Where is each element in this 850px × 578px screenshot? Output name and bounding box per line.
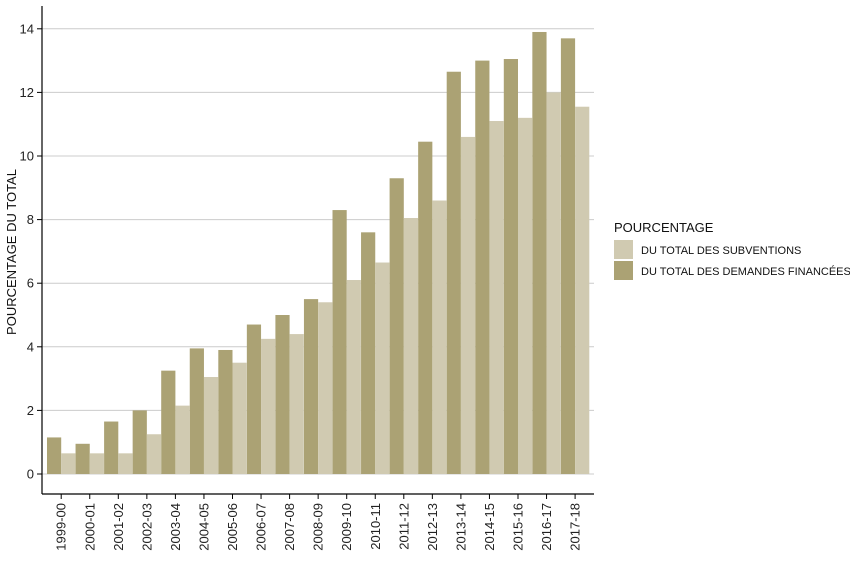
bar-demandes-2017-18 — [560, 38, 576, 475]
bar-demandes-2007-08 — [275, 315, 290, 474]
x-tick-label: 2001-02 — [111, 503, 126, 551]
x-tick-label: 2017-18 — [568, 503, 583, 551]
bar-demandes-2011-12 — [389, 178, 404, 474]
bar-subventions-2012-13 — [432, 200, 447, 474]
y-ticks: 0 2 4 6 8 10 12 14 — [20, 21, 42, 482]
bar-subventions-2007-08 — [289, 334, 304, 474]
bars — [47, 31, 590, 475]
bar-subventions-2016-17 — [546, 92, 561, 475]
x-tick-label: 2005-06 — [225, 503, 240, 551]
legend-swatch-subventions — [614, 240, 633, 259]
legend: POURCENTAGE DU TOTAL DES SUBVENTIONS DU T… — [614, 220, 850, 280]
x-tick-label: 2007-08 — [282, 503, 297, 551]
bar-subventions-1999-00 — [61, 453, 76, 474]
bar-demandes-2004-05 — [189, 348, 204, 474]
y-tick-label: 0 — [27, 467, 34, 482]
y-tick-label: 4 — [27, 339, 34, 354]
x-tick-label: 2006-07 — [254, 503, 269, 551]
x-tick-label: 2002-03 — [139, 503, 154, 551]
bar-demandes-2013-14 — [446, 71, 461, 474]
x-tick-label: 2013-14 — [453, 503, 468, 551]
x-tick-label: 2004-05 — [196, 503, 211, 551]
bar-demandes-2000-01 — [75, 443, 90, 474]
legend-title: POURCENTAGE — [614, 220, 714, 235]
x-tick-label: 2010-11 — [368, 503, 383, 550]
bar-demandes-2003-04 — [161, 370, 176, 474]
y-tick-label: 6 — [27, 276, 34, 291]
bar-demandes-2016-17 — [532, 31, 547, 474]
bar-demandes-1999-00 — [47, 437, 62, 474]
bar-subventions-2005-06 — [232, 362, 247, 474]
legend-label-demandes: DU TOTAL DES DEMANDES FINANCÉES — [641, 265, 850, 278]
bar-subventions-2015-16 — [518, 117, 533, 474]
x-tick-label: 2014-15 — [482, 503, 497, 551]
y-tick-label: 14 — [20, 21, 34, 36]
x-tick-label: 1999-00 — [54, 503, 69, 551]
bar-subventions-2013-14 — [460, 136, 476, 475]
legend-swatch-demandes — [614, 261, 633, 280]
x-tick-label: 2011-12 — [396, 503, 411, 550]
bar-subventions-2002-03 — [146, 434, 162, 474]
bar-subventions-2011-12 — [403, 218, 418, 474]
bar-subventions-2014-15 — [489, 121, 504, 475]
x-tick-label: 2000-01 — [82, 503, 97, 551]
y-axis-title: POURCENTAGE DU TOTAL — [4, 169, 19, 335]
x-tick-label: 2012-13 — [425, 503, 440, 551]
x-tick-label: 2003-04 — [168, 503, 183, 551]
bar-demandes-2001-02 — [104, 421, 119, 474]
bar-subventions-2006-07 — [261, 338, 276, 474]
y-tick-label: 10 — [20, 149, 34, 164]
y-tick-label: 2 — [27, 403, 34, 418]
bar-demandes-2012-13 — [418, 141, 433, 474]
bar-demandes-2002-03 — [132, 410, 147, 474]
y-tick-label: 8 — [27, 212, 34, 227]
x-tick-label: 2008-09 — [311, 503, 326, 551]
bar-demandes-2015-16 — [503, 59, 518, 474]
x-tick-label: 2016-17 — [539, 503, 554, 551]
x-tick-label: 2015-16 — [511, 503, 526, 551]
bar-demandes-2008-09 — [303, 299, 319, 474]
bar-subventions-2004-05 — [203, 377, 219, 474]
bar-subventions-2000-01 — [89, 453, 104, 474]
bar-subventions-2008-09 — [318, 302, 333, 474]
legend-label-subventions: DU TOTAL DES SUBVENTIONS — [641, 245, 801, 257]
bar-subventions-2009-10 — [346, 280, 361, 474]
bar-subventions-2010-11 — [375, 262, 390, 474]
bar-subventions-2001-02 — [118, 453, 133, 474]
bar-demandes-2010-11 — [361, 232, 376, 474]
bar-subventions-2003-04 — [175, 405, 190, 474]
y-tick-label: 12 — [20, 85, 34, 100]
bar-demandes-2014-15 — [475, 60, 490, 474]
x-tick-label: 2009-10 — [339, 503, 354, 551]
bar-subventions-2017-18 — [575, 106, 590, 475]
bar-demandes-2009-10 — [332, 210, 347, 474]
bar-demandes-2006-07 — [246, 324, 262, 474]
bar-demandes-2005-06 — [218, 349, 233, 474]
x-ticks: 1999-00 2000-01 2001-02 2002-03 2003-04 2004-… — [54, 494, 583, 551]
